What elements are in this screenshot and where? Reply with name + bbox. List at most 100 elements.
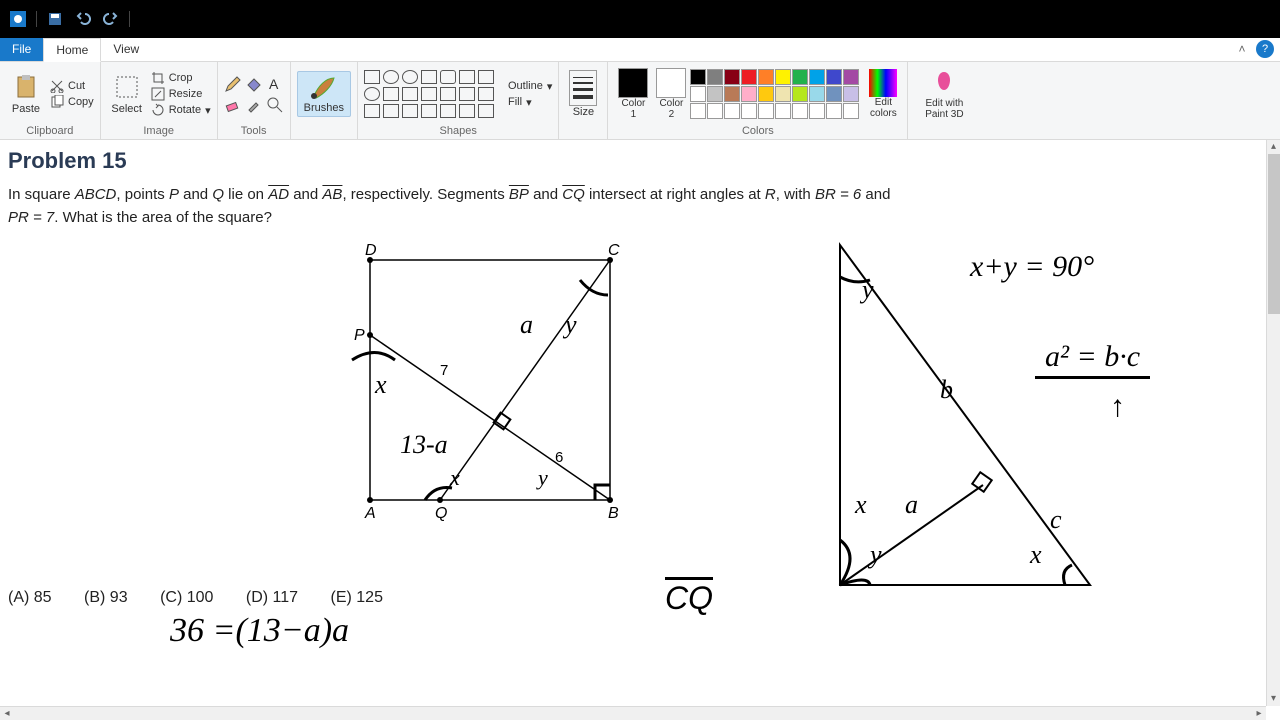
text-tool-icon[interactable]: A bbox=[266, 75, 284, 93]
tab-file[interactable]: File bbox=[0, 38, 43, 61]
brush-icon bbox=[308, 74, 340, 102]
hand-tri-y2: y bbox=[870, 540, 882, 570]
select-icon bbox=[113, 73, 141, 101]
colors-label: Colors bbox=[614, 124, 901, 139]
hand-xy90: x+y = 90° bbox=[970, 250, 1094, 284]
magnifier-tool-icon[interactable] bbox=[266, 96, 284, 114]
color-swatch[interactable] bbox=[690, 103, 706, 119]
group-brushes: Brushes bbox=[291, 62, 358, 139]
help-icon[interactable]: ? bbox=[1256, 40, 1274, 58]
hand-x: x bbox=[375, 370, 387, 400]
menu-bar: File Home View ˄ ? bbox=[0, 38, 1280, 62]
hand-yB: y bbox=[538, 465, 548, 491]
hand-a2bc: a² = b·c bbox=[1035, 340, 1150, 379]
app-logo-icon bbox=[10, 11, 26, 27]
tab-home[interactable]: Home bbox=[43, 38, 101, 62]
hand-13a: 13-a bbox=[400, 430, 448, 460]
hand-eq1: 36 =(13−a)a bbox=[170, 612, 349, 650]
copy-button[interactable]: Copy bbox=[50, 95, 94, 109]
svg-text:A: A bbox=[269, 76, 279, 92]
group-tools: A Tools bbox=[218, 62, 291, 139]
color-swatch[interactable] bbox=[775, 103, 791, 119]
color-swatch[interactable] bbox=[758, 103, 774, 119]
vertical-scrollbar[interactable]: ▴ ▾ bbox=[1266, 140, 1280, 706]
color-swatch[interactable] bbox=[690, 69, 706, 85]
scroll-right-icon[interactable]: ▸ bbox=[1252, 707, 1266, 721]
clipboard-label: Clipboard bbox=[6, 124, 94, 139]
svg-text:P: P bbox=[354, 327, 365, 344]
color-swatch[interactable] bbox=[843, 69, 859, 85]
color-swatch[interactable] bbox=[758, 69, 774, 85]
color-swatch[interactable] bbox=[826, 103, 842, 119]
color-palette[interactable] bbox=[690, 69, 859, 119]
eraser-tool-icon[interactable] bbox=[224, 96, 242, 114]
color-swatch[interactable] bbox=[707, 69, 723, 85]
tab-view[interactable]: View bbox=[101, 38, 151, 61]
paste-icon bbox=[12, 73, 40, 101]
canvas-area[interactable]: Problem 15 In square ABCD, points P and … bbox=[0, 140, 1280, 706]
tools-label: Tools bbox=[224, 124, 284, 139]
redo-icon[interactable] bbox=[103, 11, 119, 27]
color-swatch[interactable] bbox=[724, 69, 740, 85]
paste-label: Paste bbox=[12, 103, 40, 115]
color-swatch[interactable] bbox=[809, 103, 825, 119]
fill-tool-icon[interactable] bbox=[245, 75, 263, 93]
color-swatch[interactable] bbox=[775, 69, 791, 85]
outline-button[interactable]: Outline ▾ bbox=[504, 80, 552, 93]
horizontal-scrollbar[interactable]: ◂ ▸ bbox=[0, 706, 1266, 720]
color-swatch[interactable] bbox=[690, 86, 706, 102]
minimize-ribbon-icon[interactable]: ˄ bbox=[1232, 38, 1252, 61]
color-swatch[interactable] bbox=[707, 86, 723, 102]
color2-button[interactable]: Color 2 bbox=[656, 68, 686, 120]
color-swatch[interactable] bbox=[826, 86, 842, 102]
color-swatch[interactable] bbox=[843, 86, 859, 102]
edit-colors-button[interactable]: Edit colors bbox=[869, 69, 897, 119]
color-swatch[interactable] bbox=[792, 86, 808, 102]
pencil-tool-icon[interactable] bbox=[224, 75, 242, 93]
group-shapes: Outline ▾ Fill ▾ Shapes bbox=[358, 62, 559, 139]
select-button[interactable]: Select bbox=[107, 73, 147, 115]
paint3d-button[interactable]: Edit with Paint 3D bbox=[914, 68, 974, 120]
color-swatch[interactable] bbox=[724, 86, 740, 102]
color-swatch[interactable] bbox=[826, 69, 842, 85]
color-swatch[interactable] bbox=[707, 103, 723, 119]
svg-text:C: C bbox=[608, 242, 620, 259]
shapes-gallery[interactable] bbox=[364, 70, 494, 118]
color-swatch[interactable] bbox=[792, 69, 808, 85]
color-swatch[interactable] bbox=[741, 103, 757, 119]
group-paint3d: Edit with Paint 3D bbox=[908, 62, 980, 139]
color1-button[interactable]: Color 1 bbox=[618, 68, 648, 120]
problem-title: Problem 15 bbox=[8, 148, 1272, 174]
picker-tool-icon[interactable] bbox=[245, 96, 263, 114]
answer-b: (B) 93 bbox=[84, 589, 128, 606]
color-swatch[interactable] bbox=[724, 103, 740, 119]
color-swatch[interactable] bbox=[758, 86, 774, 102]
crop-button[interactable]: Crop bbox=[151, 71, 211, 85]
undo-icon[interactable] bbox=[75, 11, 91, 27]
resize-button[interactable]: Resize bbox=[151, 87, 211, 101]
size-button[interactable]: Size bbox=[565, 70, 601, 118]
brushes-button[interactable]: Brushes bbox=[297, 71, 351, 117]
color-swatch[interactable] bbox=[809, 69, 825, 85]
save-icon[interactable] bbox=[47, 11, 63, 27]
scroll-left-icon[interactable]: ◂ bbox=[0, 707, 14, 721]
title-bar bbox=[0, 0, 1280, 38]
rotate-button[interactable]: Rotate ▾ bbox=[151, 103, 211, 117]
hand-a: a bbox=[520, 310, 533, 340]
scroll-up-icon[interactable]: ▴ bbox=[1267, 140, 1280, 154]
scroll-down-icon[interactable]: ▾ bbox=[1267, 692, 1280, 706]
color-swatch[interactable] bbox=[792, 103, 808, 119]
color-swatch[interactable] bbox=[741, 69, 757, 85]
paste-button[interactable]: Paste bbox=[6, 73, 46, 115]
cut-icon bbox=[50, 79, 64, 93]
cut-button[interactable]: Cut bbox=[50, 79, 94, 93]
color-swatch[interactable] bbox=[843, 103, 859, 119]
scroll-thumb[interactable] bbox=[1268, 154, 1280, 314]
color-swatch[interactable] bbox=[809, 86, 825, 102]
svg-text:7: 7 bbox=[440, 362, 448, 379]
fill-button[interactable]: Fill ▾ bbox=[504, 96, 552, 109]
ribbon: Paste Cut Copy Clipboard Select Crop Res… bbox=[0, 62, 1280, 140]
color-swatch[interactable] bbox=[775, 86, 791, 102]
hand-cq: CQ bbox=[665, 580, 713, 617]
color-swatch[interactable] bbox=[741, 86, 757, 102]
